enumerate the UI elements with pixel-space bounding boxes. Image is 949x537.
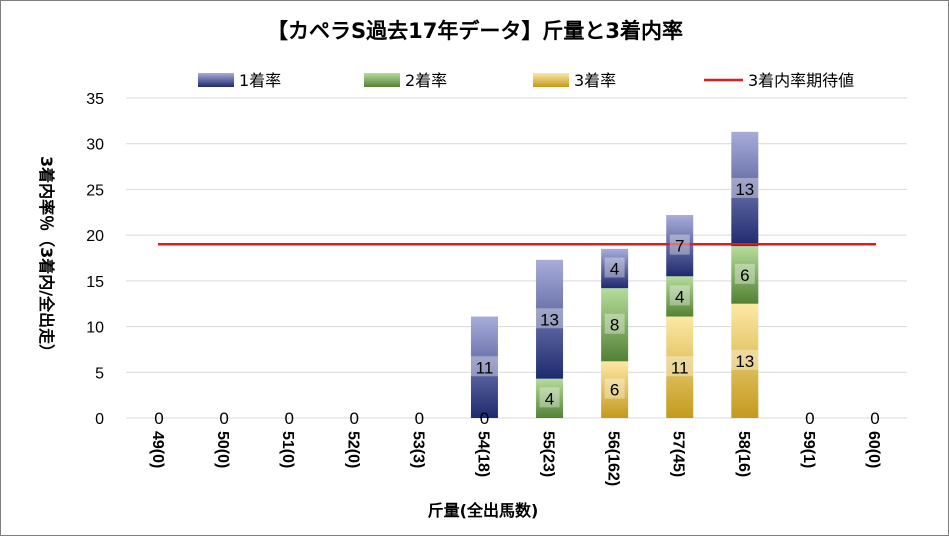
data-label: 0	[154, 409, 163, 428]
bar-segment	[536, 259, 564, 379]
data-label: 6	[740, 266, 749, 285]
data-label: 4	[545, 389, 554, 408]
x-tick-label: 60(0)	[865, 431, 882, 468]
x-tick-label: 51(0)	[279, 431, 296, 468]
x-tick-label: 54(18)	[474, 431, 491, 477]
legend-swatch	[364, 73, 400, 87]
data-label-bg	[734, 263, 755, 284]
bars	[470, 131, 759, 418]
legend-swatch	[198, 73, 234, 87]
y-tick-label: 35	[86, 91, 104, 108]
grid-lines	[126, 97, 907, 419]
x-tick-label: 58(16)	[735, 431, 752, 477]
data-label: 6	[610, 381, 619, 400]
data-labels: 0 0 0 0 0 0 11 4 13 6 8 4 11 4 7 13 6 13 0 0	[154, 177, 880, 428]
bar-segment	[731, 131, 759, 247]
x-tick-label: 53(3)	[409, 431, 426, 468]
bar-segment	[601, 361, 629, 418]
x-tick-label: 57(45)	[670, 431, 687, 477]
legend: 1着率 2着率 3着率 3着内率期待値	[198, 71, 854, 90]
data-label-bg	[729, 349, 760, 370]
data-label-bg	[534, 308, 565, 329]
data-label: 4	[610, 260, 619, 279]
y-axis-title: 3着内率％（3着内/全出走）	[37, 156, 56, 360]
data-label-bg	[469, 356, 500, 377]
y-tick-label: 10	[86, 320, 104, 337]
bar-segment	[666, 276, 694, 317]
data-label-bg	[729, 177, 760, 198]
legend-label: 1着率	[239, 71, 281, 90]
bar-segment	[731, 303, 759, 418]
data-label: 0	[870, 409, 879, 428]
data-label: 11	[671, 358, 689, 377]
data-label: 11	[476, 358, 494, 377]
bar-segment	[731, 246, 759, 304]
legend-label: 3着内率期待値	[748, 71, 854, 90]
legend-label: 3着率	[574, 71, 616, 90]
y-tick-label: 20	[86, 228, 104, 245]
data-label-bg	[604, 257, 625, 278]
y-tick-label: 25	[86, 182, 104, 199]
data-label-bg	[669, 285, 690, 306]
x-tick-label: 59(1)	[800, 431, 817, 468]
x-tick-label: 50(0)	[214, 431, 231, 468]
data-label: 0	[350, 409, 359, 428]
legend-label: 2着率	[405, 71, 447, 90]
bar-segment	[666, 316, 694, 418]
y-tick-label: 30	[86, 137, 104, 154]
chart-title: 【カペラS過去17年データ】斤量と3着内率	[267, 19, 683, 43]
y-tick-label: 15	[86, 274, 104, 291]
legend-swatch	[533, 73, 569, 87]
data-label: 0	[284, 409, 293, 428]
data-label: 13	[735, 180, 754, 199]
data-label-bg	[664, 356, 695, 377]
x-axis: 49(0) 50(0) 51(0) 52(0) 53(3) 54(18) 55(23) 56(…	[149, 431, 882, 486]
data-label-bg	[604, 313, 625, 334]
bar-segment	[601, 248, 629, 289]
data-label: 13	[735, 352, 754, 371]
data-label: 13	[540, 310, 559, 329]
x-tick-label: 56(162)	[605, 431, 622, 486]
bar-segment	[666, 215, 694, 277]
x-tick-label: 52(0)	[344, 431, 361, 468]
bar-segment	[470, 316, 498, 418]
data-label: 4	[675, 287, 684, 306]
x-tick-label: 55(23)	[540, 431, 557, 477]
data-label-bg	[539, 387, 560, 408]
y-tick-label: 5	[95, 365, 104, 382]
data-label-bg	[669, 234, 690, 255]
data-label: 0	[219, 409, 228, 428]
data-label: 0	[415, 409, 424, 428]
data-label: 7	[675, 237, 684, 256]
x-tick-label: 49(0)	[149, 431, 166, 468]
y-tick-label: 0	[95, 411, 104, 428]
y-axis: 0 5 10 15 20 25 30 35	[86, 91, 104, 428]
bar-segment	[601, 288, 629, 362]
data-label: 0	[480, 409, 489, 428]
bar-segment	[536, 378, 564, 418]
data-label: 0	[805, 409, 814, 428]
data-label: 8	[610, 316, 619, 335]
x-axis-title: 斤量(全出馬数)	[428, 501, 539, 520]
data-label-bg	[604, 378, 625, 399]
